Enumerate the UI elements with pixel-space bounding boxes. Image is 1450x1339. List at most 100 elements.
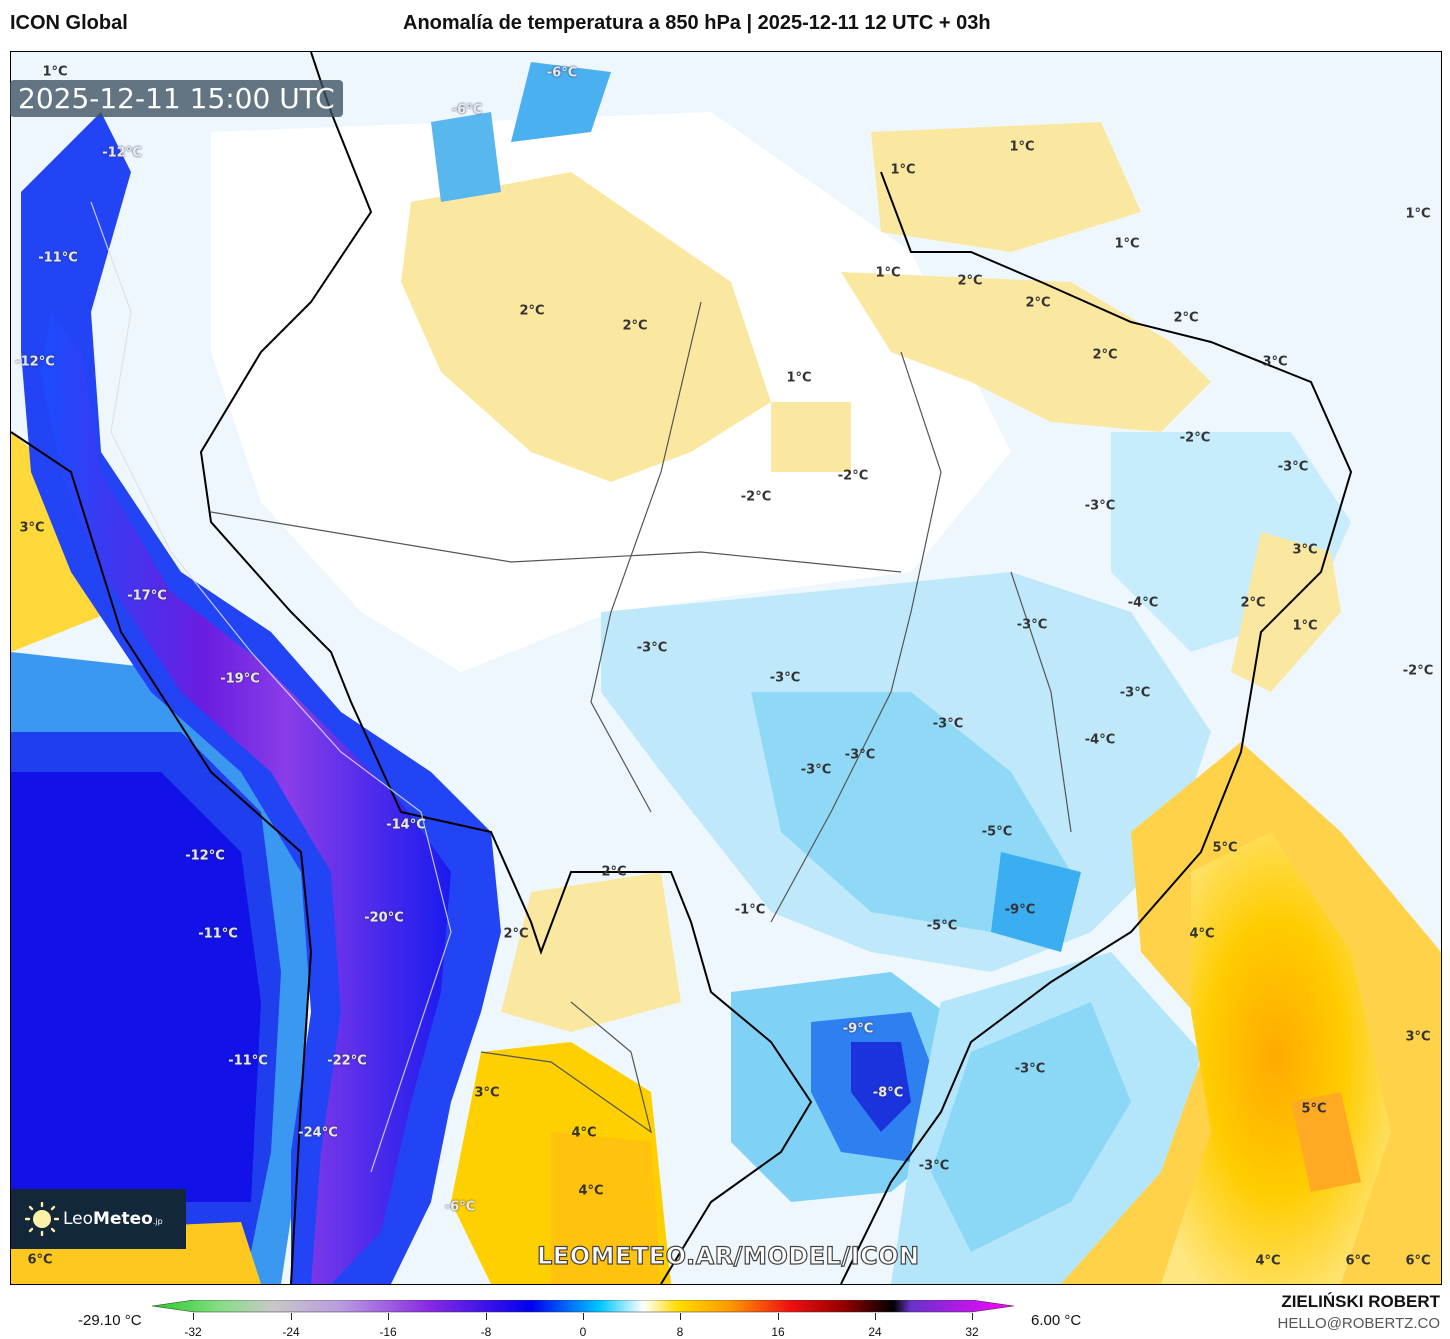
isotherm-label: 1°C <box>1405 206 1431 222</box>
isotherm-label: 4°C <box>1255 1253 1281 1269</box>
colorbar-tick-label: 0 <box>579 1325 587 1339</box>
isotherm-label: 2°C <box>1025 295 1051 311</box>
colorbar-tick-mark <box>875 1313 876 1320</box>
isotherm-label: -17°C <box>127 588 167 604</box>
isotherm-label: 2°C <box>622 318 648 334</box>
sun-icon <box>24 1201 60 1237</box>
isotherm-label: 3°C <box>474 1085 500 1101</box>
colorbar <box>152 1300 1014 1313</box>
colorbar-tick-mark <box>291 1313 292 1320</box>
isotherm-label: -2°C <box>837 468 869 484</box>
isotherm-label: -11°C <box>38 250 78 266</box>
isotherm-label: 3°C <box>19 520 45 536</box>
colorbar-tick-mark <box>388 1313 389 1320</box>
isotherm-label: -4°C <box>1127 595 1159 611</box>
author-name: ZIELIŃSKI ROBERT <box>1281 1292 1440 1311</box>
colorbar-tick-mark <box>972 1313 973 1320</box>
colorbar-tick-label: -16 <box>379 1325 397 1339</box>
isotherm-label: 1°C <box>42 64 68 80</box>
colorbar-tick-mark <box>193 1313 194 1320</box>
isotherm-label: 4°C <box>571 1125 597 1141</box>
isotherm-label: 1°C <box>1114 236 1140 252</box>
colorbar-tick-mark <box>486 1313 487 1320</box>
isotherm-label: -11°C <box>198 926 238 942</box>
colorbar-tick-label: 24 <box>868 1325 882 1339</box>
isotherm-label: -3°C <box>932 716 964 732</box>
isotherm-label: -12°C <box>185 848 225 864</box>
isotherm-label: -3°C <box>1014 1061 1046 1077</box>
colorbar-min-label: -29.10 °C <box>78 1312 142 1329</box>
isotherm-label: 1°C <box>890 162 916 178</box>
colorbar-tick-label: -32 <box>184 1325 202 1339</box>
isotherm-label: -3°C <box>769 670 801 686</box>
isotherm-label: -14°C <box>386 817 426 833</box>
isotherm-label: 6°C <box>1345 1253 1371 1269</box>
source-watermark: LEOMETEO.AR/MODEL/ICON <box>536 1241 920 1270</box>
isotherm-label: 2°C <box>1173 310 1199 326</box>
isotherm-label: -3°C <box>1016 617 1048 633</box>
leometeo-logo[interactable]: LeoMeteo.jp <box>11 1189 186 1249</box>
isotherm-label: -5°C <box>926 918 958 934</box>
temperature-anomaly-map <box>10 51 1442 1285</box>
map-fields <box>11 52 1441 1284</box>
isotherm-label: 1°C <box>1292 618 1318 634</box>
colorbar-tick-label: 16 <box>771 1325 785 1339</box>
isotherm-label: -5°C <box>981 824 1013 840</box>
isotherm-label: -6°C <box>451 102 483 118</box>
isotherm-label: -4°C <box>1084 732 1116 748</box>
isotherm-label: -6°C <box>444 1199 476 1215</box>
isotherm-label: 2°C <box>519 303 545 319</box>
isotherm-label: -22°C <box>327 1053 367 1069</box>
isotherm-label: -2°C <box>1179 430 1211 446</box>
colorbar-tick-mark <box>583 1313 584 1320</box>
colorbar-tick-mark <box>778 1313 779 1320</box>
isotherm-label: 3°C <box>1292 542 1318 558</box>
colorbar-max-label: 6.00 °C <box>1031 1312 1082 1329</box>
isotherm-label: 4°C <box>578 1183 604 1199</box>
valid-time-badge: 2025-12-11 15:00 UTC <box>10 80 343 117</box>
isotherm-label: 2°C <box>601 864 627 880</box>
isotherm-label: -9°C <box>842 1021 874 1037</box>
isotherm-label: -3°C <box>1119 685 1151 701</box>
isotherm-label: 2°C <box>1240 595 1266 611</box>
colorbar-tick-label: -24 <box>282 1325 300 1339</box>
isotherm-label: 6°C <box>1405 1253 1431 1269</box>
isotherm-label: -3°C <box>1277 459 1309 475</box>
author-email[interactable]: HELLO@ROBERTZ.CO <box>1277 1315 1440 1332</box>
isotherm-label: -1°C <box>734 902 766 918</box>
isotherm-label: 3°C <box>1405 1029 1431 1045</box>
isotherm-label: -2°C <box>740 489 772 505</box>
model-name: ICON Global <box>10 12 128 34</box>
isotherm-label: -19°C <box>220 671 260 687</box>
isotherm-label: -24°C <box>298 1125 338 1141</box>
isotherm-label: 1°C <box>786 370 812 386</box>
isotherm-label: 5°C <box>1212 840 1238 856</box>
isotherm-label: -3°C <box>918 1158 950 1174</box>
isotherm-label: -3°C <box>1084 498 1116 514</box>
isotherm-label: -3°C <box>636 640 668 656</box>
colorbar-tick-label: -8 <box>480 1325 492 1339</box>
isotherm-label: -12°C <box>15 354 55 370</box>
isotherm-label: 2°C <box>957 273 983 289</box>
isotherm-label: 2°C <box>1092 347 1118 363</box>
isotherm-label: -3°C <box>844 747 876 763</box>
isotherm-label: 6°C <box>27 1252 53 1268</box>
chart-title: Anomalía de temperatura a 850 hPa | 2025… <box>403 12 991 34</box>
isotherm-label: -20°C <box>364 910 404 926</box>
isotherm-label: 5°C <box>1301 1101 1327 1117</box>
isotherm-label: -9°C <box>1004 902 1036 918</box>
colorbar-tick-label: 32 <box>965 1325 979 1339</box>
isotherm-label: 2°C <box>503 926 529 942</box>
isotherm-label: 4°C <box>1189 926 1215 942</box>
isotherm-label: -6°C <box>546 65 578 81</box>
logo-text: LeoMeteo.jp <box>63 1209 163 1229</box>
isotherm-label: -2°C <box>1402 663 1434 679</box>
isotherm-label: -3°C <box>800 762 832 778</box>
colorbar-tick-label: 8 <box>676 1325 684 1339</box>
isotherm-label: 1°C <box>875 265 901 281</box>
isotherm-label: -12°C <box>102 145 142 161</box>
isotherm-label: 1°C <box>1009 139 1035 155</box>
isotherm-label: -11°C <box>228 1053 268 1069</box>
colorbar-tick-mark <box>680 1313 681 1320</box>
isotherm-label: 3°C <box>1262 354 1288 370</box>
